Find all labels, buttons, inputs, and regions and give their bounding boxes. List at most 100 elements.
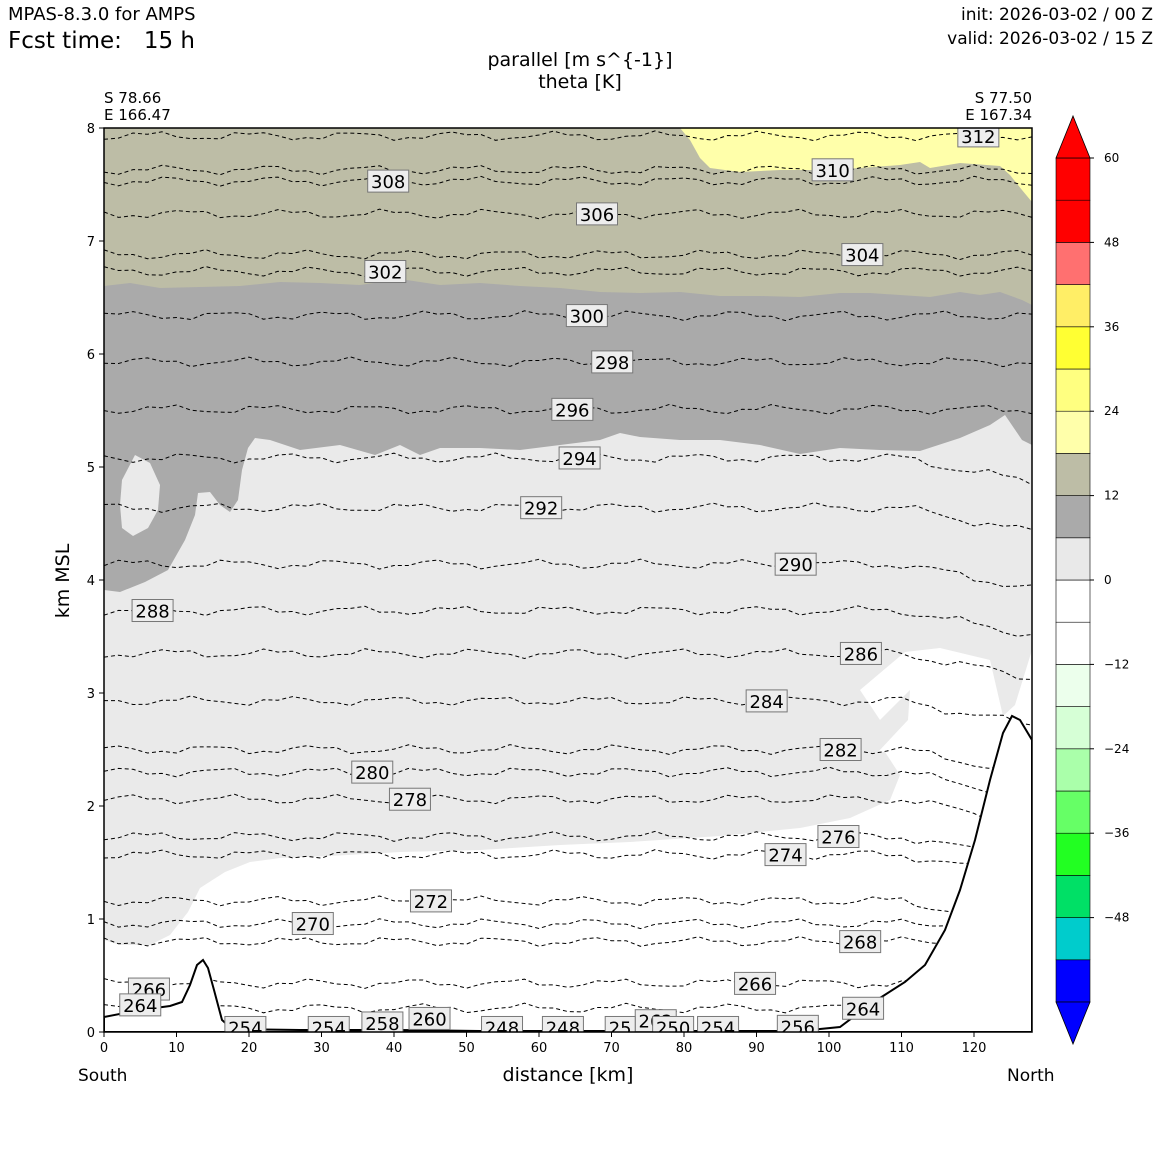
theta-label-box xyxy=(841,243,884,267)
theta-contour-line xyxy=(104,648,1032,680)
theta-label: 280 xyxy=(355,763,389,784)
colorbar-segment xyxy=(1055,579,1091,623)
colorbar-segment xyxy=(1055,199,1091,243)
theta-label: 266 xyxy=(738,974,772,995)
theta-label: 268 xyxy=(843,933,877,954)
theta-label: 298 xyxy=(595,353,629,374)
x-tick-label: 60 xyxy=(531,1041,548,1056)
theta-label-box xyxy=(839,930,882,954)
theta-label: 254 xyxy=(228,1018,262,1039)
theta-label: 254 xyxy=(312,1018,346,1039)
colorbar-segment xyxy=(1055,495,1091,539)
x-tick-label: 100 xyxy=(817,1041,842,1056)
theta-label-box xyxy=(652,1015,695,1032)
theta-contour-line xyxy=(104,918,1032,930)
theta-label-box xyxy=(361,1011,404,1032)
colorbar-segment xyxy=(1055,242,1091,285)
theta-label-box xyxy=(591,350,634,374)
theta-label: 278 xyxy=(393,790,427,811)
plot-area: 312 310 308 306 304 302 300 298 296 294 292 290 288 2… xyxy=(104,128,1032,1039)
colorbar-segment xyxy=(1055,453,1091,496)
theta-label-box xyxy=(734,971,777,995)
theta-labels: 312 310 308 306 304 302 300 298 296 294 292 290 288 2… xyxy=(119,128,1000,1039)
chart-title-line1: parallel [m s^{-1}] xyxy=(487,49,673,71)
theta-label: 258 xyxy=(365,1014,399,1035)
theta-label: 256 xyxy=(781,1017,815,1038)
colorbar-segment xyxy=(1055,748,1091,792)
theta-label: 264 xyxy=(846,999,880,1020)
theta-label-box xyxy=(745,689,788,713)
valid-time: valid: 2026-03-02 / 15 Z xyxy=(947,29,1153,49)
y-tick-label: 3 xyxy=(87,687,95,702)
theta-label: 300 xyxy=(570,307,604,328)
colorbar-segment xyxy=(1055,875,1091,918)
theta-label-box xyxy=(776,1014,819,1032)
colorbar-tick-label: 36 xyxy=(1104,320,1119,334)
theta-label: 250 xyxy=(656,1018,690,1039)
x-tick-label: 0 xyxy=(100,1041,108,1056)
x-tick-label: 80 xyxy=(676,1041,693,1056)
theta-label: 310 xyxy=(815,161,849,182)
theta-label: 292 xyxy=(524,499,558,520)
theta-label-box xyxy=(819,738,862,761)
right-end-lat: S 77.50 xyxy=(974,89,1032,107)
wind-hole-west xyxy=(120,455,160,536)
y-tick-label: 8 xyxy=(87,122,95,137)
theta-label: 270 xyxy=(296,915,330,936)
theta-label-box xyxy=(764,843,807,867)
forecast-time: Fcst time: 15 h xyxy=(8,28,195,54)
colorbar-segment xyxy=(1055,790,1091,834)
theta-label: 284 xyxy=(749,692,783,713)
colorbar-tick-label: −36 xyxy=(1104,826,1129,840)
colorbar-tick-label: 0 xyxy=(1104,573,1112,587)
theta-label: 290 xyxy=(778,555,812,576)
colorbar-under-arrow xyxy=(1055,1001,1091,1046)
left-end-lat: S 78.66 xyxy=(104,89,162,107)
theta-contour-line xyxy=(104,695,1032,726)
colorbar-segment xyxy=(1055,157,1091,201)
wind-region-olive xyxy=(104,128,1032,305)
chart-title-line2: theta [K] xyxy=(538,71,622,93)
theta-label-box xyxy=(291,912,334,936)
colorbar-segment xyxy=(1055,326,1091,370)
theta-label: 272 xyxy=(414,892,448,913)
wind-region-yellow xyxy=(680,128,1032,202)
theta-contour-line xyxy=(104,310,1032,322)
theta-label: 260 xyxy=(412,1009,446,1030)
theta-label: 25 xyxy=(609,1018,632,1039)
theta-label-box xyxy=(408,1006,451,1030)
theta-label-box xyxy=(481,1015,524,1032)
colorbar-tick-label: 12 xyxy=(1104,489,1119,503)
theta-label-box xyxy=(839,641,882,665)
colorbar-segment xyxy=(1055,664,1091,707)
theta-label-box xyxy=(367,169,410,193)
colorbar-tick-label: −48 xyxy=(1104,911,1129,925)
y-tick-label: 0 xyxy=(87,1026,95,1041)
colorbar-segment xyxy=(1055,284,1091,328)
theta-label-box xyxy=(817,825,860,849)
right-end-lon: E 167.34 xyxy=(965,106,1032,124)
theta-label: 286 xyxy=(844,644,878,665)
y-tick-label: 1 xyxy=(87,913,95,928)
north-label: North xyxy=(1007,1066,1055,1086)
x-tick-label: 10 xyxy=(168,1041,185,1056)
init-time: init: 2026-03-02 / 00 Z xyxy=(960,5,1153,25)
x-tick-label: 30 xyxy=(313,1041,330,1056)
theta-label-box xyxy=(409,889,452,913)
y-tick-label: 7 xyxy=(87,235,95,250)
theta-label: 248 xyxy=(485,1018,519,1039)
theta-label-box xyxy=(576,202,618,226)
colorbar-over-arrow xyxy=(1055,114,1091,159)
colorbar-segment xyxy=(1055,410,1091,454)
theta-label: 254 xyxy=(701,1018,735,1039)
theta-label-box xyxy=(119,993,162,1017)
colorbar-segment xyxy=(1055,832,1091,876)
axes: 0 10 20 30 40 50 60 70 80 90 100 110 120 0 1 2 3 4 5 6 7 8 xyxy=(87,122,987,1056)
theta-label-box xyxy=(224,1015,267,1032)
theta-contour-line xyxy=(104,1002,1032,1014)
colorbar-tick-label: 60 xyxy=(1104,151,1119,165)
theta-label-box xyxy=(957,128,1000,148)
theta-label-box xyxy=(565,304,608,328)
colorbar-tick-label: −24 xyxy=(1104,742,1129,756)
